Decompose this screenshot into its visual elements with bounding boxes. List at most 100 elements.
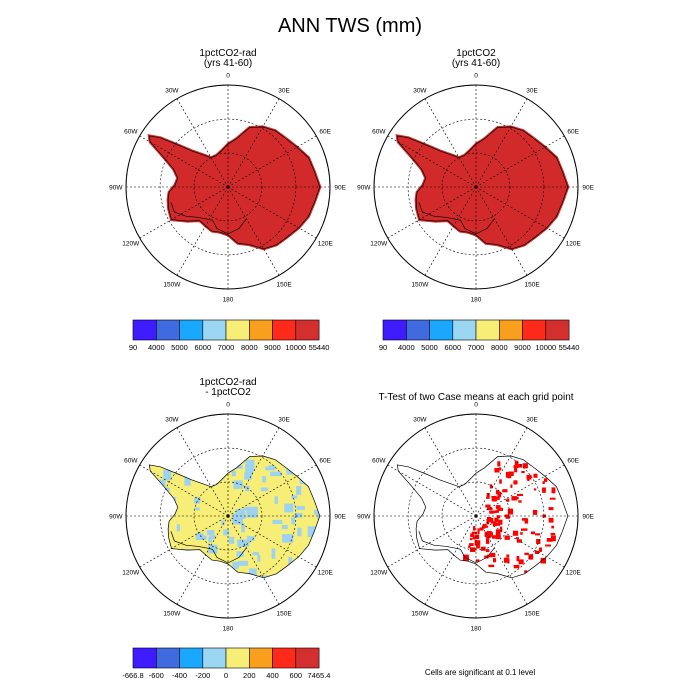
meridian-line [387, 135, 477, 188]
meridian-line [227, 515, 280, 605]
diff-negative-cell [196, 568, 201, 578]
significant-cell [495, 496, 500, 500]
significant-cell [473, 526, 476, 531]
meridian-line [424, 427, 477, 517]
significant-cell [528, 554, 534, 560]
diff-negative-cell [261, 585, 271, 589]
diff-negative-cell [195, 507, 200, 511]
longitude-label: 90E [334, 185, 346, 192]
colorbar-label: 55440 [309, 343, 330, 352]
significant-cell [511, 496, 517, 501]
longitude-label: 90W [109, 185, 123, 192]
colorbar-label: 9000 [514, 343, 531, 352]
colorbar-label: 55440 [559, 343, 580, 352]
diff-negative-cell [270, 471, 282, 477]
diff-negative-cell [231, 470, 236, 477]
diff-negative-cell [185, 554, 196, 559]
panel-control-title-line1: 1pctCO2 [456, 48, 496, 59]
diff-negative-cell [250, 577, 255, 578]
colorbar-label: -600 [149, 671, 164, 680]
diff-negative-cell [234, 465, 243, 469]
diff-negative-cell [288, 557, 293, 564]
significant-cell [474, 540, 481, 546]
significant-cell [477, 528, 480, 534]
significant-cell [486, 493, 490, 499]
diff-negative-cell [316, 541, 320, 545]
significant-cell [540, 557, 546, 564]
diff-negative-cell [192, 562, 203, 571]
significant-cell [489, 484, 493, 489]
meridian-line [475, 135, 565, 188]
longitude-label: 0 [226, 72, 230, 79]
significant-cell [488, 564, 495, 568]
significant-cell [475, 559, 480, 562]
diff-negative-cell [260, 487, 268, 492]
map-border [125, 413, 331, 619]
diff-negative-cell [208, 537, 212, 543]
significant-cell [474, 534, 480, 540]
meridian-line [139, 186, 229, 239]
meridian-line [475, 98, 528, 188]
significant-cell [504, 514, 509, 518]
diff-negative-cell [289, 579, 299, 589]
diff-negative-cell [252, 580, 255, 589]
longitude-label: 30W [165, 416, 179, 423]
diff-negative-cell [223, 529, 230, 536]
diff-negative-cell [188, 561, 196, 572]
diff-negative-cell [229, 593, 239, 603]
meridian-line [475, 515, 565, 568]
longitude-label: 60E [567, 128, 579, 135]
colorbar-label: 7000 [468, 343, 485, 352]
significant-cell [542, 481, 545, 485]
colorbar-label: -400 [172, 671, 187, 680]
significant-cell [533, 488, 537, 491]
significant-cell [496, 509, 499, 513]
map-border [373, 413, 579, 619]
panel-control-title-line2: (yrs 41-60) [452, 58, 500, 69]
diff-negative-cell [211, 446, 217, 452]
panel-difference: 1pctCO2-rad - 1pctCO2 0 30E 60E 90E 120E 150E… [109, 377, 347, 680]
diff-negative-cell [246, 506, 258, 518]
significant-cell [516, 556, 520, 562]
colorbar-label: 8000 [241, 343, 258, 352]
diff-negative-cell [265, 466, 276, 471]
diff-negative-cell [245, 464, 252, 476]
meridian-line [227, 135, 317, 188]
panel-ttest-map: 0 30E 60E 90E 120E 150E 180 150W 120W 90W 60W 30W [357, 401, 595, 632]
colorbar-label: 7465.4 [308, 671, 331, 680]
significant-cell [521, 471, 525, 474]
longitude-label: 30E [278, 416, 290, 423]
diff-negative-cell [274, 496, 278, 505]
diff-negative-cell [172, 550, 184, 559]
diff-negative-cell [228, 452, 235, 455]
diff-negative-cell [236, 574, 240, 578]
longitude-label: 60W [372, 128, 386, 135]
longitude-label: 30E [526, 87, 538, 94]
diff-negative-cell [244, 472, 252, 480]
significant-cell [502, 489, 508, 493]
diff-negative-cell [236, 551, 244, 557]
colorbar-label: 5000 [171, 343, 188, 352]
significant-cell [495, 506, 499, 509]
latitude-circle [159, 118, 297, 256]
panel-control: 1pctCO2 (yrs 41-60) 0 30E 60E 90E 120E 150E 18… [357, 48, 595, 352]
panel-difference-colorbar: -666.8 -600 -400 -200 0 200 400 600 7465.4 [122, 647, 331, 680]
significant-cell [495, 489, 500, 495]
colorbar-swatch [202, 647, 227, 669]
significant-cell [513, 465, 519, 468]
map-border [125, 84, 331, 290]
significant-cell [480, 546, 486, 551]
diff-negative-cell [247, 582, 258, 586]
meridian-line [475, 186, 565, 239]
significant-cell [543, 478, 548, 482]
significant-cell [499, 526, 503, 533]
colorbar-label: 90 [129, 343, 137, 352]
meridian-line [475, 464, 565, 517]
diff-negative-cell [232, 585, 236, 590]
diff-negative-cell [208, 544, 218, 554]
panel-rad-colorbar: 90 4000 5000 6000 7000 8000 9000 10000 55440 [129, 319, 330, 352]
colorbar-swatch [225, 319, 250, 341]
significant-cell [548, 517, 554, 523]
longitude-label: 150W [411, 611, 429, 618]
colorbar-label: 10000 [285, 343, 306, 352]
